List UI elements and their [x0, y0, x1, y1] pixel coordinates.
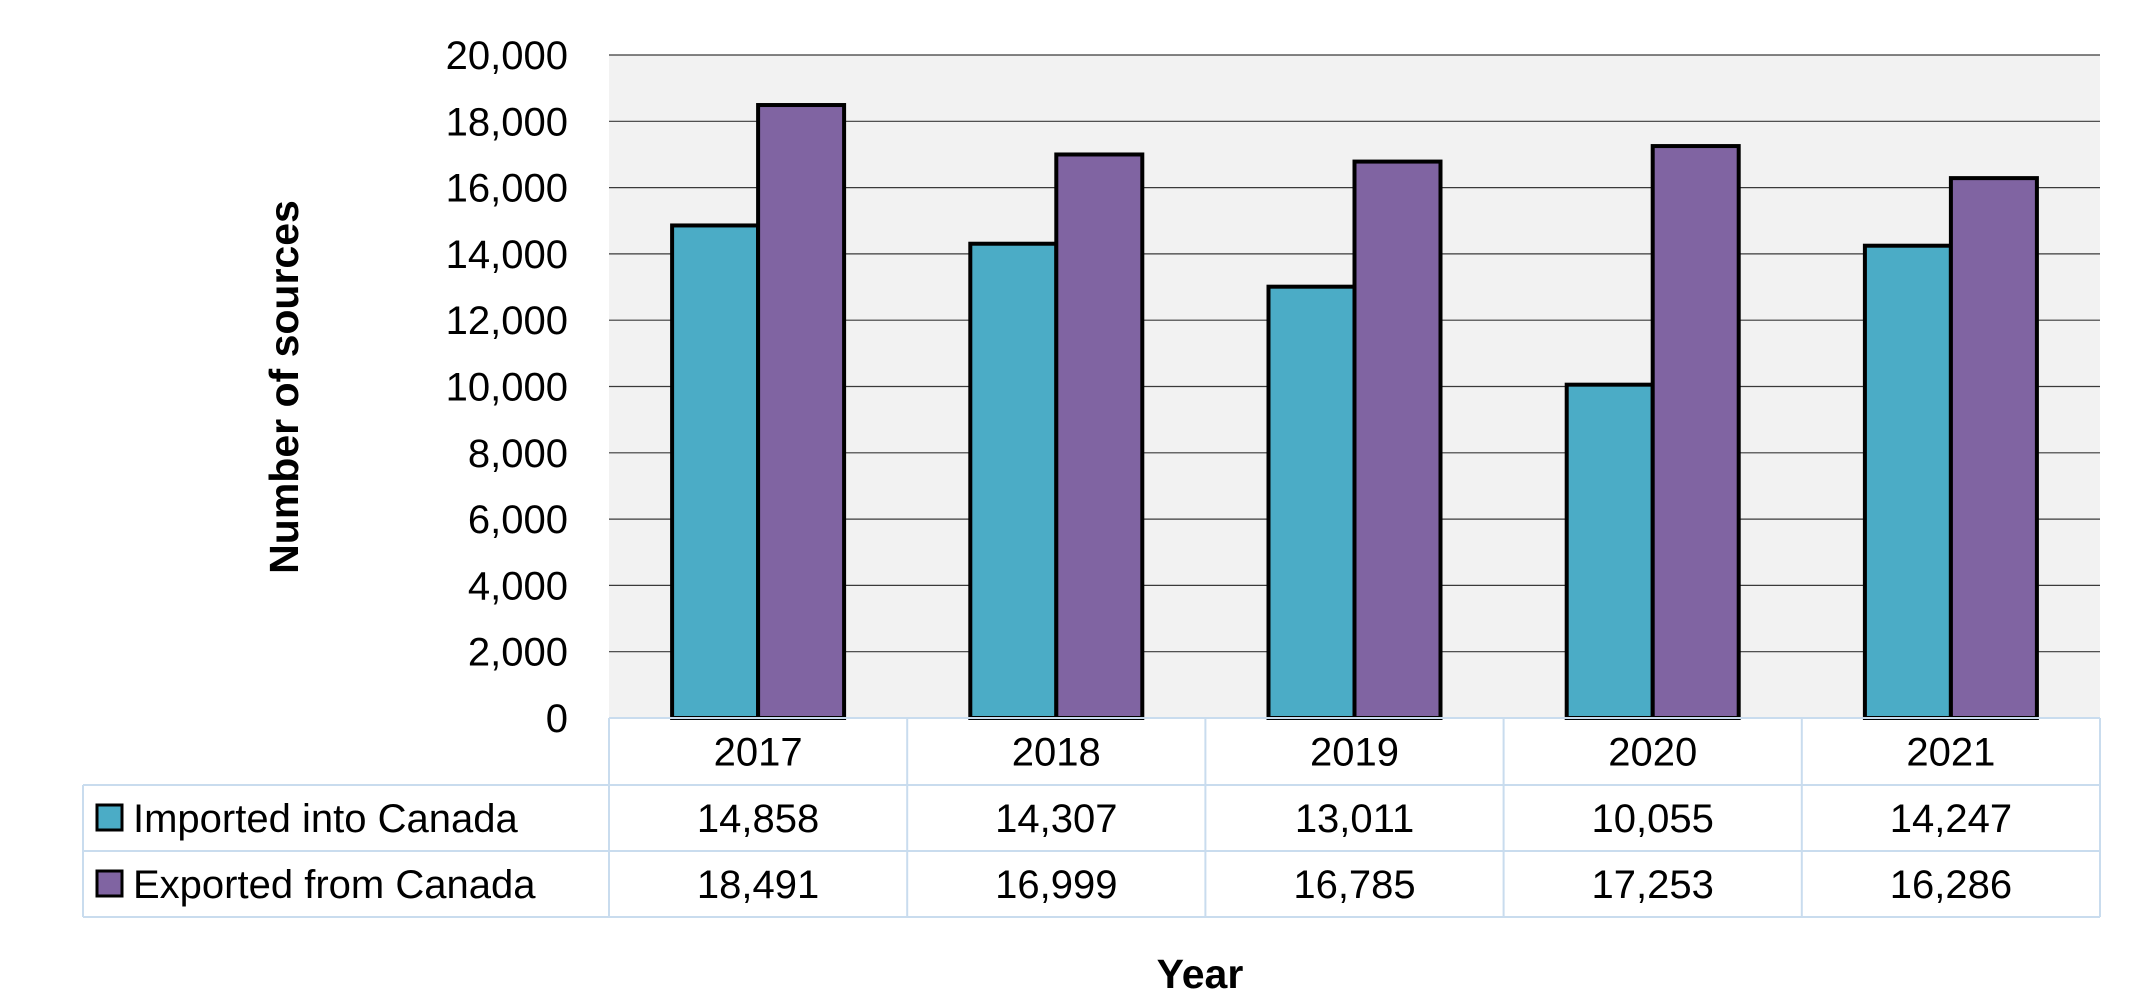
legend-label: Exported from Canada	[133, 863, 536, 907]
y-tick-label: 0	[546, 697, 568, 741]
y-tick-label: 14,000	[446, 233, 568, 277]
data-label: 18,491	[697, 863, 819, 907]
data-label: 16,999	[995, 863, 1117, 907]
bar-imported-2017	[670, 223, 761, 720]
y-tick-label: 8,000	[468, 432, 568, 476]
y-axis-title: Number of sources	[261, 200, 307, 574]
data-label: 13,011	[1295, 797, 1414, 841]
data-label: 17,253	[1592, 863, 1714, 907]
legend-label: Imported into Canada	[133, 797, 518, 841]
y-tick-label: 6,000	[468, 498, 568, 542]
legend-key-imported	[95, 803, 124, 832]
data-label: 14,247	[1890, 797, 2012, 841]
x-tick-label: 2018	[1012, 731, 1101, 775]
data-table: 2017 2018 2019 2020 2021 Imported into Canada…	[82, 717, 2101, 918]
x-tick-label: 2017	[714, 731, 803, 775]
bar-imported-2021	[1862, 243, 1953, 720]
data-label: 14,858	[697, 797, 819, 841]
bar-imported-2018	[968, 241, 1059, 720]
x-axis-title: Year	[1157, 951, 1244, 997]
y-tick-label: 16,000	[446, 167, 568, 211]
data-label: 16,286	[1890, 863, 2012, 907]
y-tick-label: 4,000	[468, 564, 568, 608]
bar-imported-2020	[1564, 382, 1655, 720]
x-tick-label: 2019	[1310, 731, 1399, 775]
bar-exported-2020	[1650, 144, 1741, 720]
y-tick-label: 10,000	[446, 366, 568, 410]
data-label: 16,785	[1293, 863, 1415, 907]
y-tick-label: 12,000	[446, 299, 568, 343]
bar-imported-2019	[1266, 284, 1357, 720]
x-tick-label: 2020	[1608, 731, 1697, 775]
bar-exported-2017	[756, 103, 847, 720]
bar-exported-2019	[1352, 159, 1443, 720]
y-axis-ticks: 0 2,000 4,000 6,000 8,000 10,000 12,000 14,000 1…	[446, 34, 568, 741]
bar-exported-2018	[1054, 152, 1145, 720]
bar-exported-2021	[1948, 176, 2039, 721]
legend-key-exported	[95, 869, 124, 898]
bars	[670, 103, 2039, 721]
data-label: 10,055	[1592, 797, 1714, 841]
y-tick-label: 20,000	[446, 34, 568, 78]
data-label: 14,307	[995, 797, 1117, 841]
y-tick-label: 2,000	[468, 631, 568, 675]
x-tick-label: 2021	[1906, 731, 1995, 775]
y-tick-label: 18,000	[446, 100, 568, 144]
